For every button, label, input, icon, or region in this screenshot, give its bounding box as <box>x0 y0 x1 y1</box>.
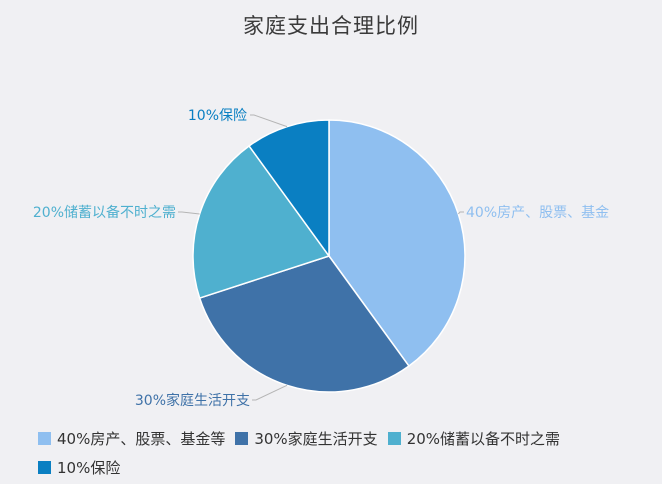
legend-swatch <box>38 432 51 445</box>
legend-swatch <box>38 461 51 474</box>
legend-label: 40%房产、股票、基金等 <box>57 430 226 448</box>
legend-swatch <box>387 432 401 445</box>
slice-label: 20%储蓄以备不时之需 <box>33 204 176 221</box>
legend-item: 10%保险 <box>38 457 120 478</box>
slice-label: 10%保险 <box>188 108 247 124</box>
legend-label: 10%保险 <box>57 459 121 477</box>
legend-label: 20%储蓄以备不时之需 <box>406 430 561 448</box>
legend-item: 30%家庭生活开支 <box>235 428 378 449</box>
leader-line <box>250 114 288 128</box>
legend-swatch <box>235 432 249 445</box>
leader-line <box>178 211 200 215</box>
chart-legend: 40%房产、股票、基金等 30%家庭生活开支 20%储蓄以备不时之需 10%保险 <box>38 428 638 478</box>
legend-item: 40%房产、股票、基金等 <box>38 428 225 449</box>
legend-label: 30%家庭生活开支 <box>254 430 378 448</box>
chart-title: 家庭支出合理比例 <box>243 14 419 38</box>
slice-label: 30%家庭生活开支 <box>135 392 250 409</box>
leader-line <box>457 211 464 215</box>
legend-item: 20%储蓄以备不时之需 <box>387 428 561 449</box>
pie-slice <box>248 119 330 259</box>
pie-slice <box>328 119 466 368</box>
leader-line <box>252 384 288 401</box>
pie-slice <box>198 255 410 393</box>
slice-label: 40%房产、股票、基金 <box>466 204 609 221</box>
